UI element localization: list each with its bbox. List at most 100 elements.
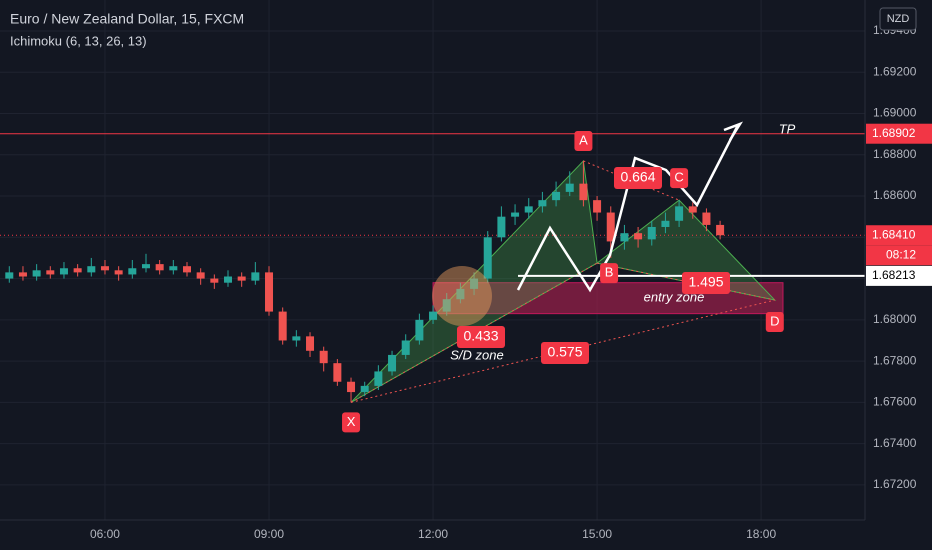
candle-body xyxy=(278,311,287,341)
candle-body xyxy=(5,272,14,279)
point-label-box xyxy=(670,168,689,189)
point-label: B xyxy=(605,265,614,280)
y-tick-label: 1.68800 xyxy=(873,147,917,161)
candle-body xyxy=(647,226,656,240)
candle-body xyxy=(333,363,342,382)
candle-body xyxy=(374,371,383,386)
ratio-box xyxy=(541,342,589,364)
x-tick-label: 06:00 xyxy=(90,527,120,541)
candle-body xyxy=(442,299,451,312)
y-tick-label: 1.69000 xyxy=(873,106,917,120)
candle-body xyxy=(196,272,205,279)
y-tick-label: 1.69200 xyxy=(873,64,917,78)
candle-body xyxy=(169,266,178,271)
candle-body xyxy=(306,336,315,351)
candle-body xyxy=(237,276,246,281)
x-tick-label: 09:00 xyxy=(254,527,284,541)
x-tick-label: 18:00 xyxy=(746,527,776,541)
grid xyxy=(0,0,865,520)
price-tag-label: 1.68410 xyxy=(872,227,916,241)
candle-body xyxy=(702,212,711,225)
candle-body xyxy=(18,272,27,277)
candle-body xyxy=(128,268,137,275)
countdown-tag xyxy=(866,245,932,266)
candle-body xyxy=(579,183,588,201)
point-label: A xyxy=(579,132,588,147)
candle-body xyxy=(483,237,492,279)
candle-body xyxy=(224,276,233,283)
sd-circle xyxy=(432,266,492,326)
chart-title: Euro / New Zealand Dollar, 15, FXCM xyxy=(10,11,244,27)
candle-body xyxy=(46,270,55,275)
ratio-label: 0.664 xyxy=(620,169,655,185)
annotations: X A B C D 0.664 0.433 1.495 0.575 entry zone S/D z… xyxy=(342,121,796,433)
candle-body xyxy=(538,200,547,207)
tp-label: TP xyxy=(779,121,796,136)
point-label-box xyxy=(574,130,593,151)
candle-body xyxy=(429,311,438,320)
candle-body xyxy=(552,191,561,201)
candle-body xyxy=(401,340,410,355)
point-label: C xyxy=(674,170,683,185)
candle-body xyxy=(87,266,96,273)
x-tick-label: 12:00 xyxy=(418,527,448,541)
point-label-box xyxy=(600,263,619,284)
candle-body xyxy=(716,224,725,236)
ratio-label: 1.495 xyxy=(688,274,723,290)
ratio-box xyxy=(614,167,662,189)
candle-body xyxy=(388,354,397,372)
candle-body xyxy=(265,272,274,312)
y-tick-label: 1.67200 xyxy=(873,477,917,491)
y-tick-label: 1.67800 xyxy=(873,353,917,367)
point-label-box xyxy=(342,412,361,433)
point-label: D xyxy=(770,313,779,328)
point-label-box xyxy=(765,312,784,333)
candle-body xyxy=(59,268,68,275)
ratio-label: 0.575 xyxy=(547,344,582,360)
candle-body xyxy=(73,268,82,273)
y-tick-label: 1.67400 xyxy=(873,436,917,450)
candle-body xyxy=(182,266,191,273)
candle-body xyxy=(141,264,150,269)
candle-body xyxy=(292,336,301,341)
candle-body xyxy=(620,233,629,242)
price-tag xyxy=(866,265,932,286)
axis: 1.67200 1.67400 1.67600 1.67800 1.68000 1.682… xyxy=(90,23,932,541)
candle-body xyxy=(606,212,615,242)
candle-body xyxy=(114,270,123,275)
candle-body xyxy=(32,270,41,277)
candle-body xyxy=(524,206,533,213)
entry-zone-label: entry zone xyxy=(644,289,705,304)
price-tag xyxy=(866,123,932,144)
sd-zone-label: S/D zone xyxy=(450,347,503,362)
candle-body xyxy=(497,216,506,238)
candle-body xyxy=(100,266,109,271)
candle-body xyxy=(456,288,465,300)
candle-body xyxy=(251,272,260,281)
currency-box[interactable] xyxy=(879,7,917,31)
candle-body xyxy=(634,233,643,240)
plot xyxy=(0,133,865,403)
candle-body xyxy=(511,212,520,217)
indicator-label: Ichimoku (6, 13, 26, 13) xyxy=(10,33,147,48)
x-tick-label: 15:00 xyxy=(582,527,612,541)
candle-body xyxy=(688,206,697,213)
candle-body xyxy=(661,220,670,227)
candle-body xyxy=(319,350,328,364)
ratio-label: 0.433 xyxy=(463,328,498,344)
point-label: X xyxy=(347,414,356,429)
countdown: 08:12 xyxy=(886,247,916,261)
candle-body xyxy=(565,183,574,192)
ratio-box xyxy=(457,326,505,348)
y-tick-label: 1.67600 xyxy=(873,395,917,409)
arrow-head xyxy=(723,121,744,141)
y-tick-label: 1.68600 xyxy=(873,188,917,202)
price-tag xyxy=(866,225,932,246)
price-tag-label: 1.68902 xyxy=(872,126,916,140)
entry-zone xyxy=(432,282,784,315)
currency[interactable]: NZD xyxy=(887,13,910,25)
y-tick-label: 1.68000 xyxy=(873,312,917,326)
candle-body xyxy=(155,264,164,271)
